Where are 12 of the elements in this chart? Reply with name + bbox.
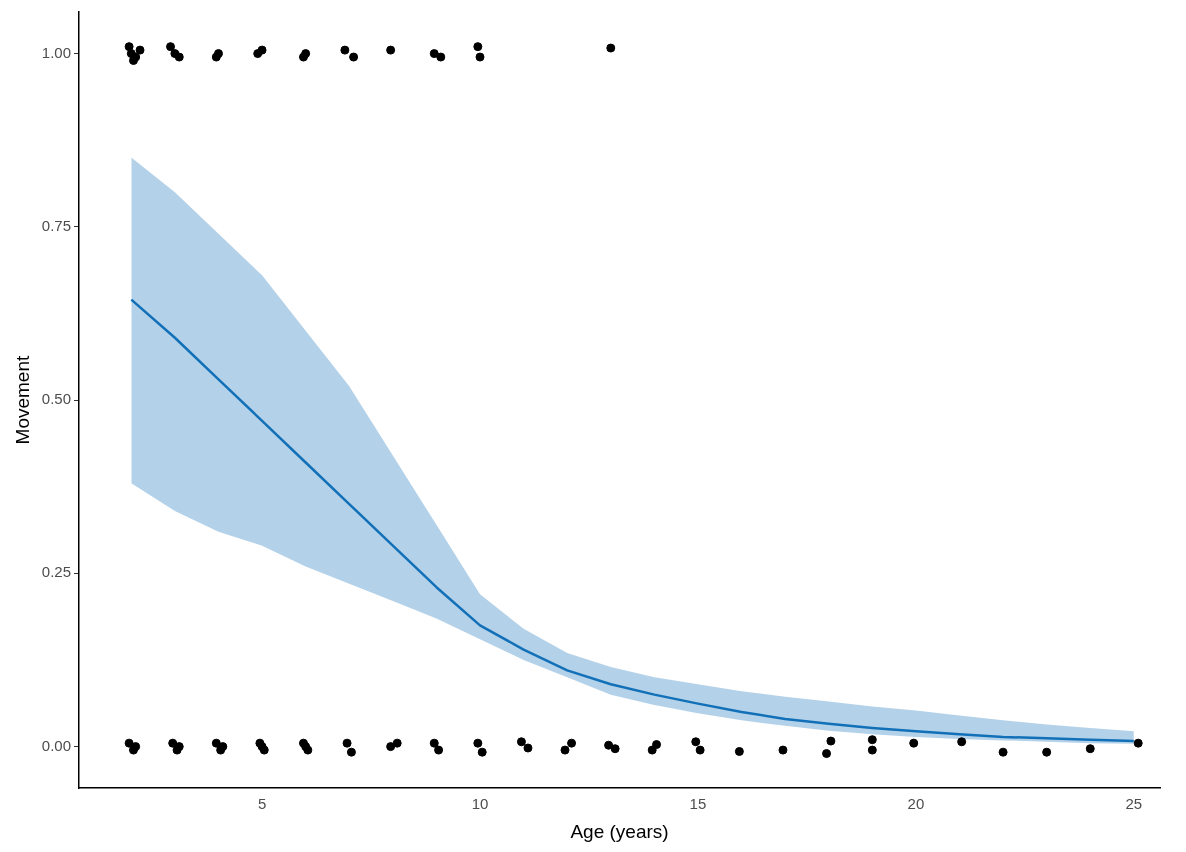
- x-tick-label: 25: [1125, 795, 1143, 813]
- y-tick-label: 0.75: [41, 216, 71, 234]
- x-axis-title: Age (years): [570, 820, 669, 842]
- x-tick-label: 5: [257, 795, 267, 813]
- x-tick-label: 20: [907, 795, 925, 813]
- y-tick-label: 0.25: [41, 563, 71, 581]
- y-axis-title: Movement: [11, 355, 33, 445]
- y-tick-label: 0.50: [41, 390, 71, 408]
- x-tick-label: 10: [471, 795, 489, 813]
- y-tick-label: 1.00: [41, 43, 71, 61]
- y-tick-label: 0.00: [41, 736, 71, 754]
- x-tick-label: 15: [689, 795, 707, 813]
